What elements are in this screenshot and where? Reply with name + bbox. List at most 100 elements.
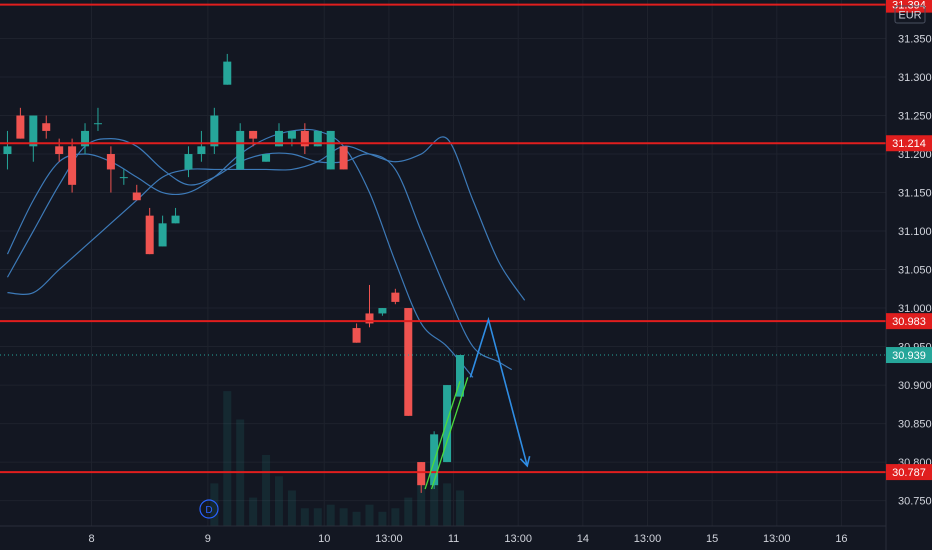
price-tick-label: 31.300 [898, 72, 932, 84]
candle[interactable] [326, 130, 335, 170]
candle-body [171, 215, 180, 224]
candle[interactable] [42, 115, 51, 139]
price-tick-label: 31.100 [898, 226, 932, 238]
candle-body [119, 177, 128, 179]
price-tick-label: 31.050 [898, 265, 932, 277]
candle[interactable] [300, 123, 309, 155]
volume-bar [339, 508, 348, 526]
price-tick-label: 30.900 [898, 380, 932, 392]
candle[interactable] [404, 308, 413, 416]
candle[interactable] [223, 53, 232, 85]
time-tick-label: 14 [577, 533, 589, 545]
candle[interactable] [236, 123, 245, 170]
time-tick-label: 9 [205, 533, 211, 545]
price-tag-label: 30.983 [892, 316, 926, 328]
price-tag-box [886, 464, 932, 481]
candle-body [132, 192, 141, 201]
candle[interactable] [68, 138, 77, 193]
volume-bar [352, 511, 361, 526]
volume-bar [443, 483, 452, 526]
candle[interactable] [119, 169, 128, 185]
badge-circle [199, 499, 219, 519]
candle[interactable] [391, 288, 400, 305]
horizontal-levels[interactable] [0, 3, 886, 474]
price-tag-box [886, 135, 932, 152]
currency-box [894, 5, 926, 24]
candle-body [443, 385, 452, 463]
price-tag-label: 30.939 [892, 350, 926, 362]
time-tick-label: 11 [448, 533, 459, 545]
candle[interactable] [197, 130, 206, 162]
candle[interactable] [16, 107, 25, 139]
price-tag: 30.939 [886, 347, 932, 364]
projection-arrow-path[interactable] [469, 316, 529, 467]
candle[interactable] [106, 146, 115, 193]
candle-body [197, 146, 206, 155]
currency-label[interactable]: EUR [894, 5, 926, 24]
price-axis-ticks[interactable]: 31.350 31.300 31.250 31.200 31.150 31.100 31.0… [898, 34, 932, 508]
candle[interactable] [158, 215, 167, 247]
candle[interactable] [171, 207, 180, 224]
candle-body [326, 130, 335, 170]
time-tick-label: 13:00 [763, 533, 791, 545]
price-tag-box [886, 313, 932, 330]
candle-body [158, 223, 167, 247]
candle-body [456, 355, 465, 397]
time-tick-label: 13:00 [504, 533, 532, 545]
volume-bar [417, 476, 426, 526]
candle-body [42, 123, 51, 131]
volume-bar [210, 483, 219, 526]
candle[interactable] [456, 355, 465, 397]
candle-body [287, 130, 296, 139]
candle-body [184, 154, 193, 170]
volume-bar [223, 391, 232, 526]
candlesticks[interactable] [3, 53, 465, 493]
candle-body [313, 130, 322, 147]
candle[interactable] [352, 323, 361, 343]
price-tick-label: 31.000 [898, 303, 932, 315]
drawing-annotations[interactable] [424, 316, 531, 490]
price-tick-label: 31.150 [898, 188, 932, 200]
candle-body [3, 146, 12, 155]
time-axis-ticks[interactable]: 8 9 10 13:00 11 13:00 14 13:00 15 13:00 16 [88, 533, 847, 545]
data-window-badge[interactable]: D [199, 499, 219, 519]
time-tick-label: 10 [318, 533, 330, 545]
candle-body [274, 130, 283, 147]
volume-bar [262, 455, 271, 526]
candle[interactable] [443, 385, 452, 463]
candle[interactable] [262, 154, 271, 162]
badge-label: D [205, 505, 212, 516]
candle[interactable] [184, 146, 193, 178]
candle-body [262, 154, 271, 162]
time-tick-label: 13:00 [375, 533, 403, 545]
price-tick-label: 31.250 [898, 111, 932, 123]
volume-bar [365, 504, 374, 526]
candle[interactable] [3, 130, 12, 170]
time-tick-label: 16 [835, 533, 847, 545]
time-tick-label: 13:00 [634, 533, 662, 545]
candle[interactable] [417, 462, 426, 493]
candle[interactable] [145, 207, 154, 255]
candle[interactable] [81, 123, 90, 155]
time-tick-label: 8 [88, 533, 94, 545]
trend-line[interactable] [430, 377, 469, 490]
trend-line[interactable] [424, 381, 461, 490]
volume-bar [378, 511, 387, 526]
candle[interactable] [93, 107, 102, 131]
candle-body [339, 146, 348, 170]
volume-bar [274, 476, 283, 526]
candle-body [236, 130, 245, 170]
candle[interactable] [339, 146, 348, 170]
price-tag-box [886, 347, 932, 364]
candle-body [391, 292, 400, 302]
candle[interactable] [378, 308, 387, 316]
volume-bar [326, 504, 335, 526]
candle[interactable] [29, 115, 38, 162]
volume-bar [404, 497, 413, 526]
candle[interactable] [132, 184, 141, 201]
candle-body [365, 313, 374, 324]
candle[interactable] [210, 107, 219, 155]
